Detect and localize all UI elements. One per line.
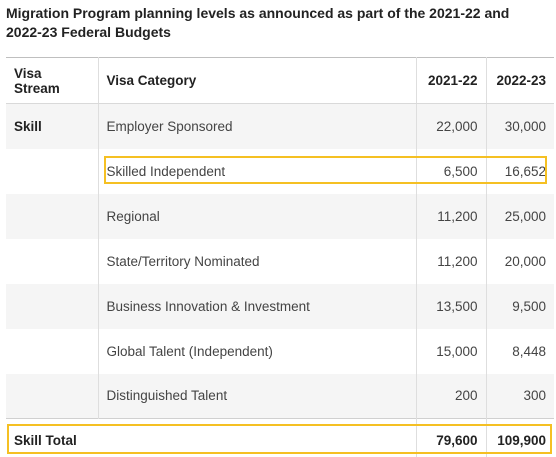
table-row: Business Innovation & Investment 13,500 …	[6, 283, 554, 329]
visa-stream-cell	[6, 284, 98, 329]
value-2022-23-cell: 8,448	[485, 328, 554, 374]
value-2021-22-cell: 6,500	[415, 148, 486, 194]
header-2021-22: 2021-22	[415, 57, 486, 104]
visa-category-cell: Business Innovation & Investment	[97, 283, 416, 329]
value-2022-23-cell: 30,000	[485, 103, 554, 149]
table-row: State/Territory Nominated 11,200 20,000	[6, 238, 554, 284]
value-2021-22-cell: 11,200	[415, 193, 486, 239]
table-row: Skilled Independent 6,500 16,652	[6, 148, 554, 194]
visa-stream-cell	[6, 149, 98, 194]
visa-category-cell: Regional	[97, 193, 416, 239]
total-2021-22-cell: 79,600	[415, 418, 486, 457]
value-2022-23-cell: 16,652	[485, 148, 554, 194]
total-label-cell: Skill Total	[14, 433, 77, 449]
table-row: Distinguished Talent 200 300	[6, 373, 554, 419]
value-2021-22-cell: 200	[415, 373, 486, 419]
value-2021-22-cell: 15,000	[415, 328, 486, 374]
table-caption: Migration Program planning levels as ann…	[6, 5, 510, 40]
visa-category-cell: Skilled Independent	[97, 148, 416, 194]
value-2022-23-cell: 9,500	[485, 283, 554, 329]
visa-stream-cell	[6, 329, 98, 374]
visa-stream-cell	[6, 374, 98, 419]
header-visa-stream: Visa Stream	[6, 57, 98, 104]
value-2021-22-cell: 22,000	[415, 103, 486, 149]
value-2021-22-cell: 13,500	[415, 283, 486, 329]
header-visa-category: Visa Category	[97, 57, 416, 104]
visa-stream-cell	[6, 239, 98, 284]
visa-category-cell: Employer Sponsored	[97, 103, 416, 149]
visa-stream-cell	[6, 194, 98, 239]
header-row: Visa Stream Visa Category 2021-22 2022-2…	[6, 57, 554, 104]
planning-levels-table: Visa Stream Visa Category 2021-22 2022-2…	[6, 57, 554, 457]
table-row: Skill Employer Sponsored 22,000 30,000	[6, 103, 554, 149]
visa-stream-cell: Skill	[14, 118, 42, 134]
visa-category-cell: State/Territory Nominated	[97, 238, 416, 284]
planning-levels-table-wrapper: Visa Stream Visa Category 2021-22 2022-2…	[6, 57, 554, 457]
value-2022-23-cell: 20,000	[485, 238, 554, 284]
header-2022-23: 2022-23	[485, 57, 554, 104]
table-row: Regional 11,200 25,000	[6, 193, 554, 239]
value-2021-22-cell: 11,200	[415, 238, 486, 284]
value-2022-23-cell: 300	[485, 373, 554, 419]
table-row: Global Talent (Independent) 15,000 8,448	[6, 328, 554, 374]
total-row: Skill Total 79,600 109,900	[6, 418, 554, 457]
value-2022-23-cell: 25,000	[485, 193, 554, 239]
visa-category-cell: Distinguished Talent	[97, 373, 416, 419]
total-2022-23-cell: 109,900	[485, 418, 554, 457]
visa-category-cell: Global Talent (Independent)	[97, 328, 416, 374]
